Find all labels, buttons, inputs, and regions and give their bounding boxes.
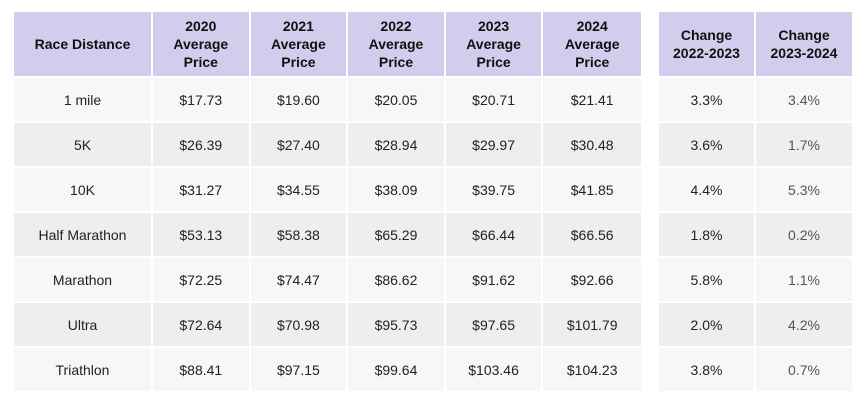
price-cell: $72.25 [153, 256, 251, 301]
change-table-header-row: Change 2022-2023 Change 2023-2024 [659, 12, 852, 76]
price-cell: $104.23 [543, 346, 641, 391]
table-row: 1 mile $17.73 $19.60 $20.05 $20.71 $21.4… [14, 76, 641, 121]
table-row: Triathlon $88.41 $97.15 $99.64 $103.46 $… [14, 346, 641, 391]
table-row: Ultra $72.64 $70.98 $95.73 $97.65 $101.7… [14, 301, 641, 346]
table-row: 10K $31.27 $34.55 $38.09 $39.75 $41.85 [14, 166, 641, 211]
table-row: 4.4% 5.3% [659, 166, 852, 211]
change-2023-2024-cell: 0.7% [756, 346, 852, 391]
price-cell: $92.66 [543, 256, 641, 301]
table-row: 3.3% 3.4% [659, 76, 852, 121]
change-2023-2024-cell: 3.4% [756, 76, 852, 121]
table-row: 3.8% 0.7% [659, 346, 852, 391]
header-2022-average-price: 2022 Average Price [348, 12, 446, 76]
price-cell: $17.73 [153, 76, 251, 121]
table-row: 5K $26.39 $27.40 $28.94 $29.97 $30.48 [14, 121, 641, 166]
price-cell: $30.48 [543, 121, 641, 166]
price-cell: $29.97 [445, 121, 544, 166]
race-distance-cell: 5K [14, 121, 153, 166]
change-2023-2024-cell: 1.1% [756, 256, 852, 301]
change-2022-2023-cell: 3.8% [659, 346, 756, 391]
table-row: 3.6% 1.7% [659, 121, 852, 166]
price-cell: $34.55 [250, 166, 349, 211]
table-row: 5.8% 1.1% [659, 256, 852, 301]
header-2024-average-price: 2024 Average Price [543, 12, 641, 76]
price-cell: $27.40 [250, 121, 349, 166]
header-change-2022-2023: Change 2022-2023 [659, 12, 756, 76]
table-row: 2.0% 4.2% [659, 301, 852, 346]
race-distance-cell: Triathlon [14, 346, 153, 391]
race-distance-cell: Marathon [14, 256, 153, 301]
price-cell: $66.56 [543, 211, 641, 256]
price-cell: $39.75 [445, 166, 544, 211]
price-cell: $31.27 [153, 166, 251, 211]
change-2022-2023-cell: 3.6% [659, 121, 756, 166]
table-row: Half Marathon $53.13 $58.38 $65.29 $66.4… [14, 211, 641, 256]
header-change-2023-2024: Change 2023-2024 [756, 12, 852, 76]
price-cell: $97.15 [250, 346, 349, 391]
change-table: Change 2022-2023 Change 2023-2024 3.3% 3… [659, 12, 852, 391]
change-2022-2023-cell: 1.8% [659, 211, 756, 256]
change-2022-2023-cell: 4.4% [659, 166, 756, 211]
price-cell: $99.64 [348, 346, 446, 391]
price-cell: $58.38 [250, 211, 349, 256]
change-2022-2023-cell: 5.8% [659, 256, 756, 301]
price-cell: $95.73 [348, 301, 446, 346]
price-cell: $38.09 [348, 166, 446, 211]
price-cell: $103.46 [445, 346, 544, 391]
price-cell: $97.65 [445, 301, 544, 346]
price-cell: $20.71 [445, 76, 544, 121]
price-table: Race Distance 2020 Average Price 2021 Av… [14, 12, 641, 391]
price-cell: $70.98 [250, 301, 349, 346]
price-cell: $53.13 [153, 211, 251, 256]
change-2023-2024-cell: 0.2% [756, 211, 852, 256]
header-2021-average-price: 2021 Average Price [250, 12, 349, 76]
price-cell: $65.29 [348, 211, 446, 256]
change-2022-2023-cell: 2.0% [659, 301, 756, 346]
price-cell: $88.41 [153, 346, 251, 391]
change-2023-2024-cell: 1.7% [756, 121, 852, 166]
change-2023-2024-cell: 5.3% [756, 166, 852, 211]
header-2023-average-price: 2023 Average Price [445, 12, 544, 76]
price-cell: $72.64 [153, 301, 251, 346]
price-cell: $66.44 [445, 211, 544, 256]
price-cell: $74.47 [250, 256, 349, 301]
race-distance-cell: 10K [14, 166, 153, 211]
race-distance-cell: Ultra [14, 301, 153, 346]
price-cell: $28.94 [348, 121, 446, 166]
price-cell: $41.85 [543, 166, 641, 211]
table-row: Marathon $72.25 $74.47 $86.62 $91.62 $92… [14, 256, 641, 301]
price-cell: $26.39 [153, 121, 251, 166]
price-cell: $19.60 [250, 76, 349, 121]
price-cell: $20.05 [348, 76, 446, 121]
price-cell: $86.62 [348, 256, 446, 301]
header-2020-average-price: 2020 Average Price [153, 12, 251, 76]
change-2022-2023-cell: 3.3% [659, 76, 756, 121]
price-table-header-row: Race Distance 2020 Average Price 2021 Av… [14, 12, 641, 76]
table-row: 1.8% 0.2% [659, 211, 852, 256]
race-distance-cell: Half Marathon [14, 211, 153, 256]
price-cell: $91.62 [445, 256, 544, 301]
race-distance-cell: 1 mile [14, 76, 153, 121]
change-2023-2024-cell: 4.2% [756, 301, 852, 346]
price-cell: $101.79 [543, 301, 641, 346]
price-cell: $21.41 [543, 76, 641, 121]
header-race-distance: Race Distance [14, 12, 153, 76]
